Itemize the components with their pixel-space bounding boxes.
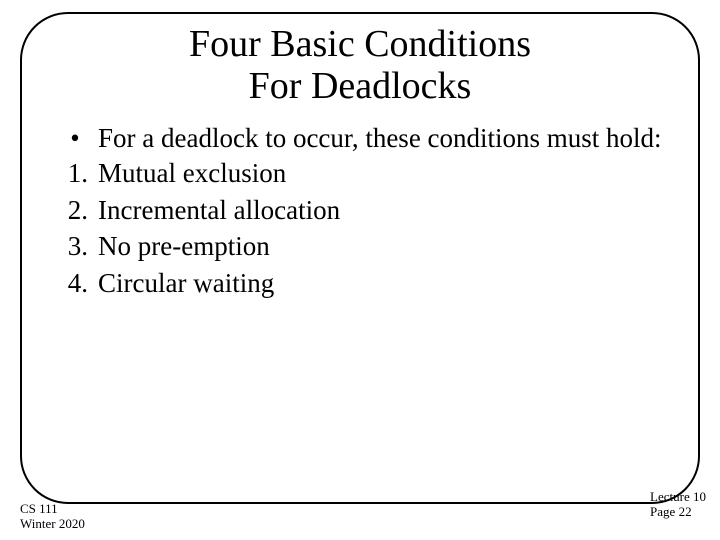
slide-title: Four Basic Conditions For Deadlocks — [22, 14, 698, 108]
list-item: 1. Mutual exclusion — [52, 155, 668, 191]
course-code: CS 111 — [20, 502, 85, 517]
slide-content: • For a deadlock to occur, these conditi… — [22, 108, 698, 302]
item-text: No pre-emption — [98, 228, 270, 264]
bullet-dot-icon: • — [52, 122, 98, 156]
title-line-2: For Deadlocks — [249, 65, 472, 107]
item-number: 4. — [52, 265, 98, 301]
slide-frame: Four Basic Conditions For Deadlocks • Fo… — [20, 12, 700, 504]
title-line-1: Four Basic Conditions — [189, 23, 531, 65]
intro-bullet: • For a deadlock to occur, these conditi… — [52, 122, 668, 156]
item-text: Circular waiting — [98, 265, 274, 301]
footer-left: CS 111 Winter 2020 — [20, 502, 85, 532]
item-number: 3. — [52, 228, 98, 264]
list-item: 3. No pre-emption — [52, 228, 668, 264]
item-text: Incremental allocation — [98, 192, 340, 228]
list-item: 4. Circular waiting — [52, 265, 668, 301]
item-text: Mutual exclusion — [98, 155, 286, 191]
intro-text: For a deadlock to occur, these condition… — [98, 122, 662, 156]
footer-right: Lecture 10 Page 22 — [650, 490, 706, 520]
item-number: 2. — [52, 192, 98, 228]
item-number: 1. — [52, 155, 98, 191]
page-label: Page 22 — [650, 505, 706, 520]
list-item: 2. Incremental allocation — [52, 192, 668, 228]
term-label: Winter 2020 — [20, 517, 85, 532]
lecture-label: Lecture 10 — [650, 490, 706, 505]
